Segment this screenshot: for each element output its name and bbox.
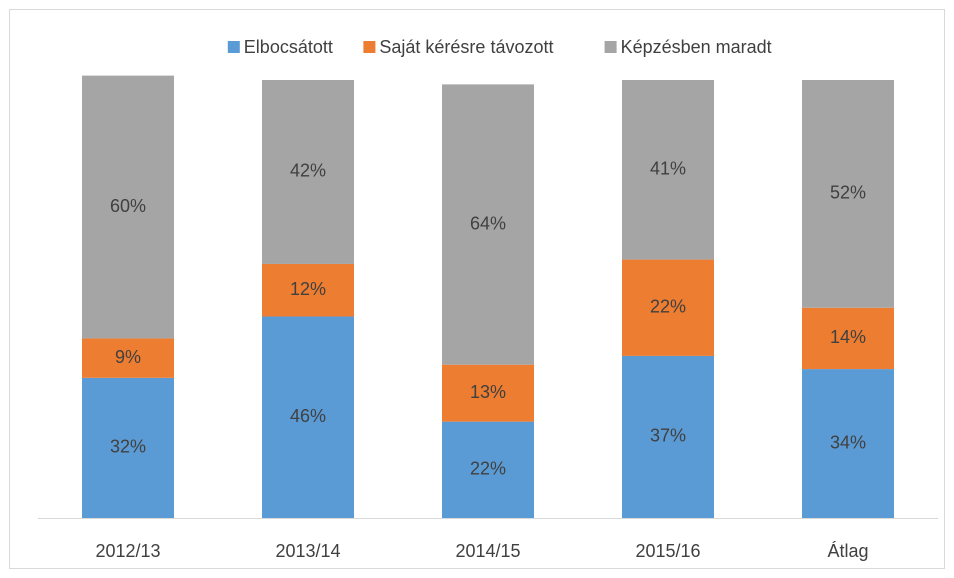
data-label: 37% (650, 426, 686, 446)
bar-segment (82, 338, 174, 378)
data-label: 41% (650, 159, 686, 179)
legend-swatch (227, 41, 240, 53)
data-label: 52% (830, 183, 866, 203)
bar-segment (262, 316, 354, 518)
data-label: 14% (830, 327, 866, 347)
bar-segment (442, 364, 534, 422)
legend-label: Képzésben maradt (621, 37, 772, 57)
bar-segment (802, 369, 894, 518)
data-label: 22% (470, 459, 506, 479)
bar-segment (622, 259, 714, 356)
data-label: 9% (115, 347, 141, 367)
bar-segment (82, 377, 174, 518)
data-label: 32% (110, 437, 146, 457)
data-label: 12% (290, 279, 326, 299)
bar-segment (82, 75, 174, 339)
data-label: 13% (470, 382, 506, 402)
bar-segment (802, 80, 894, 308)
bar-segment (802, 307, 894, 370)
bar-segment (262, 263, 354, 317)
x-tick-label: Átlag (827, 541, 868, 561)
legend-label: Saját kérésre távozott (379, 37, 553, 57)
data-label: 42% (290, 161, 326, 181)
bar-segment (442, 84, 534, 365)
x-tick-label: 2013/14 (275, 541, 340, 561)
legend-swatch (604, 41, 617, 53)
data-label: 64% (470, 213, 506, 233)
legend-swatch (363, 41, 376, 53)
bar-segment (442, 421, 534, 518)
legend-label: Elbocsátott (244, 37, 333, 57)
x-tick-label: 2014/15 (455, 541, 520, 561)
data-label: 46% (290, 406, 326, 426)
x-tick-label: 2015/16 (635, 541, 700, 561)
bar-segment (622, 355, 714, 518)
x-tick-label: 2012/13 (95, 541, 160, 561)
data-label: 34% (830, 432, 866, 452)
data-label: 22% (650, 297, 686, 317)
data-label: 60% (110, 196, 146, 216)
bar-segment (622, 80, 714, 260)
bar-segment (262, 80, 354, 264)
